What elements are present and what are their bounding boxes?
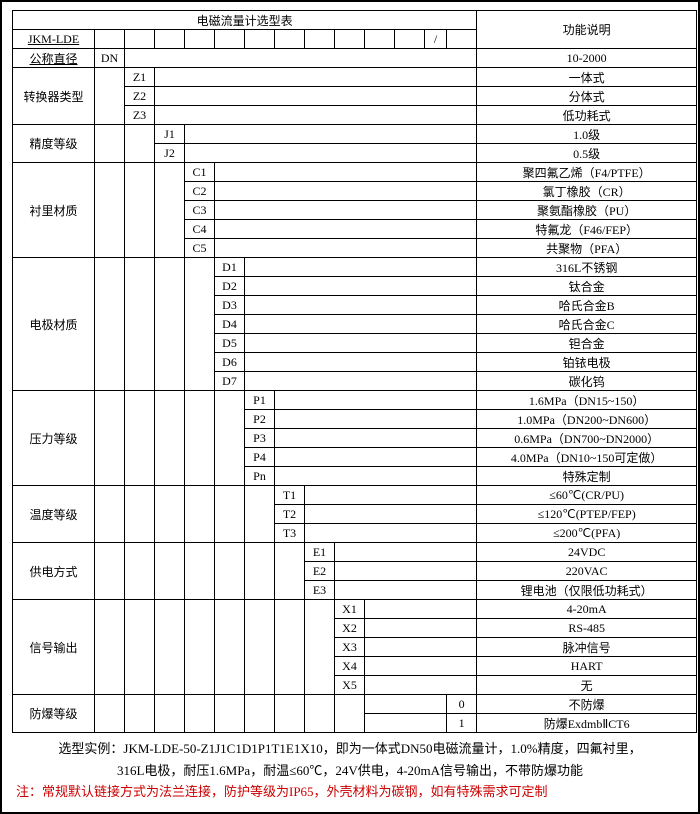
desc-t3: ≤200℃(PFA) (477, 524, 697, 543)
notes-block: 选型实例：JKM-LDE-50-Z1J1C1D1P1T1E1X10，即为一体式D… (12, 733, 688, 802)
desc-z1: 一体式 (477, 68, 697, 87)
code-j1: J1 (155, 125, 185, 144)
code-x4: X4 (335, 657, 365, 676)
code-p1: P1 (245, 391, 275, 410)
code-t3: T3 (275, 524, 305, 543)
row-liner-label: 衬里材质 (13, 163, 95, 258)
row-elec-label: 电极材质 (13, 258, 95, 391)
code-e3: E3 (305, 581, 335, 600)
desc-d1: 316L不锈钢 (477, 258, 697, 277)
desc-d3: 哈氏合金B (477, 296, 697, 315)
code-d3: D3 (215, 296, 245, 315)
code-x2: X2 (335, 619, 365, 638)
desc-d2: 钛合金 (477, 277, 697, 296)
desc-c3: 聚氨酯橡胶（PU） (477, 201, 697, 220)
code-z2: Z2 (125, 87, 155, 106)
desc-x4: HART (477, 657, 697, 676)
selection-table: 电磁流量计选型表 功能说明 JKM-LDE / 公称直径 DN 10-2000 … (12, 10, 697, 733)
row-dn-desc: 10-2000 (477, 49, 697, 68)
row-dn-label: 公称直径 (13, 49, 95, 68)
model-label: JKM-LDE (13, 30, 95, 49)
row-conv-label: 转换器类型 (13, 68, 95, 125)
desc-j1: 1.0级 (477, 125, 697, 144)
note-line1: 选型实例：JKM-LDE-50-Z1J1C1D1P1T1E1X10，即为一体式D… (16, 739, 684, 759)
code-e2: E2 (305, 562, 335, 581)
code-pn: Pn (245, 467, 275, 486)
code-d6: D6 (215, 353, 245, 372)
desc-e2: 220VAC (477, 562, 697, 581)
desc-t2: ≤120℃(PTEP/FEP) (477, 505, 697, 524)
desc-x2: RS-485 (477, 619, 697, 638)
code-x1: X1 (335, 600, 365, 619)
code-j2: J2 (155, 144, 185, 163)
code-d1: D1 (215, 258, 245, 277)
row-acc-label: 精度等级 (13, 125, 95, 163)
desc-p2: 1.0MPa（DN200~DN600） (477, 410, 697, 429)
code-c2: C2 (185, 182, 215, 201)
desc-c2: 氯丁橡胶（CR） (477, 182, 697, 201)
desc-d5: 钽合金 (477, 334, 697, 353)
code-x5: X5 (335, 676, 365, 695)
desc-x3: 脉冲信号 (477, 638, 697, 657)
code-t1: T1 (275, 486, 305, 505)
desc-d6: 铂铱电极 (477, 353, 697, 372)
code-c1: C1 (185, 163, 215, 182)
desc-ex1: 防爆ExdmbⅡCT6 (477, 714, 697, 733)
desc-z2: 分体式 (477, 87, 697, 106)
row-dn-code: DN (95, 49, 125, 68)
code-t2: T2 (275, 505, 305, 524)
code-d5: D5 (215, 334, 245, 353)
desc-title: 功能说明 (477, 11, 697, 49)
desc-p1: 1.6MPa（DN15~150） (477, 391, 697, 410)
code-z1: Z1 (125, 68, 155, 87)
desc-d4: 哈氏合金C (477, 315, 697, 334)
note-line3: 注：常规默认链接方式为法兰连接，防护等级为IP65，外壳材料为碳钢，如有特殊需求… (16, 782, 684, 802)
row-power-label: 供电方式 (13, 543, 95, 600)
desc-c1: 聚四氟乙烯（F4/PTFE） (477, 163, 697, 182)
code-d4: D4 (215, 315, 245, 334)
desc-x5: 无 (477, 676, 697, 695)
code-x3: X3 (335, 638, 365, 657)
desc-p3: 0.6MPa（DN700~DN2000） (477, 429, 697, 448)
desc-ex0: 不防爆 (477, 695, 697, 714)
desc-c4: 特氟龙（F46/FEP） (477, 220, 697, 239)
code-d2: D2 (215, 277, 245, 296)
code-d7: D7 (215, 372, 245, 391)
code-c4: C4 (185, 220, 215, 239)
code-p4: P4 (245, 448, 275, 467)
code-p3: P3 (245, 429, 275, 448)
code-c5: C5 (185, 239, 215, 258)
code-z3: Z3 (125, 106, 155, 125)
code-ex0: 0 (447, 695, 477, 714)
row-signal-label: 信号输出 (13, 600, 95, 695)
desc-d7: 碳化钨 (477, 372, 697, 391)
table-title: 电磁流量计选型表 (13, 11, 477, 30)
desc-e3: 锂电池（仅限低功耗式） (477, 581, 697, 600)
code-p2: P2 (245, 410, 275, 429)
desc-t1: ≤60℃(CR/PU) (477, 486, 697, 505)
row-temp-label: 温度等级 (13, 486, 95, 543)
desc-e1: 24VDC (477, 543, 697, 562)
code-e1: E1 (305, 543, 335, 562)
desc-pn: 特殊定制 (477, 467, 697, 486)
code-c3: C3 (185, 201, 215, 220)
desc-p4: 4.0MPa（DN10~150可定做） (477, 448, 697, 467)
row-press-label: 压力等级 (13, 391, 95, 486)
note-line2: 316L电极，耐压1.6MPa，耐温≤60℃，24V供电，4-20mA信号输出，… (16, 761, 684, 781)
row-ex-label: 防爆等级 (13, 695, 95, 733)
desc-j2: 0.5级 (477, 144, 697, 163)
desc-c5: 共聚物（PFA） (477, 239, 697, 258)
code-ex1: 1 (447, 714, 477, 733)
desc-z3: 低功耗式 (477, 106, 697, 125)
desc-x1: 4-20mA (477, 600, 697, 619)
slash-cell: / (425, 30, 447, 49)
